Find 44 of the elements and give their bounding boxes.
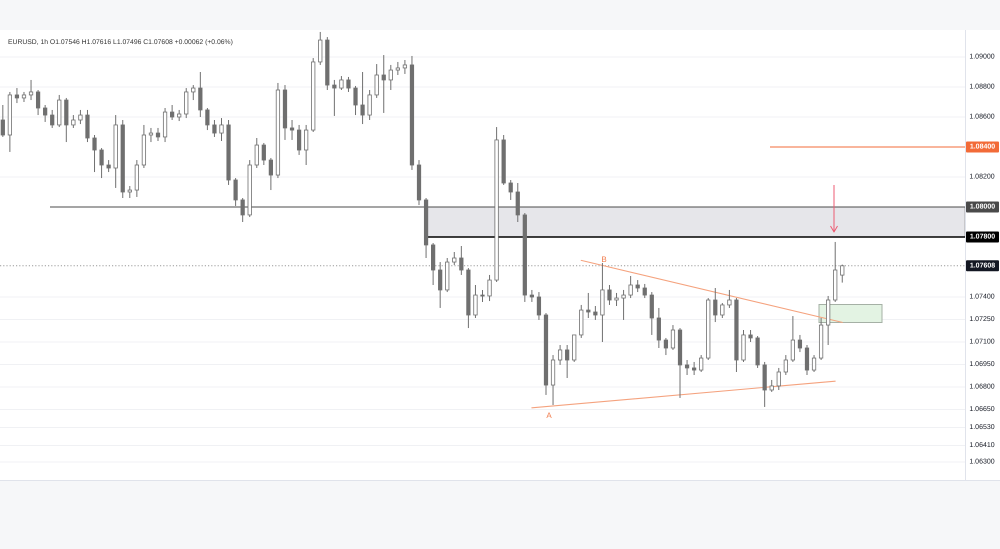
candlestick [382, 54, 386, 114]
candlestick [304, 124, 308, 166]
candlestick [550, 354, 556, 406]
annotation: B [601, 255, 607, 264]
candlestick [148, 127, 154, 143]
candlestick [416, 160, 422, 206]
candlestick [114, 114, 118, 188]
candlestick [516, 182, 520, 222]
candlestick [600, 262, 605, 342]
candlestick [134, 160, 139, 198]
candlestick [614, 292, 619, 306]
candlestick [438, 262, 442, 308]
candlestick [402, 60, 408, 74]
candlestick [459, 246, 464, 276]
candlestick [593, 306, 598, 320]
candlestick [692, 361, 696, 376]
candlestick [684, 360, 690, 376]
candlestick [656, 307, 661, 348]
candlestick [120, 120, 125, 198]
candlestick [290, 120, 294, 140]
candlestick [296, 124, 302, 156]
candlestick [219, 118, 224, 142]
candlestick [332, 79, 336, 116]
candlestick [226, 120, 231, 186]
candlestick [368, 90, 372, 120]
annotation: A [546, 411, 552, 420]
candlestick [558, 344, 562, 366]
candlestick [360, 72, 365, 125]
candlestick [530, 289, 534, 302]
candlestick [487, 274, 492, 302]
candlestick [565, 344, 570, 378]
candlestick [282, 84, 288, 140]
candlestick [586, 292, 590, 318]
candlestick [14, 88, 20, 104]
candlestick [607, 284, 612, 306]
candlestick [198, 72, 202, 118]
candlestick [621, 289, 626, 320]
candlestick [480, 289, 485, 302]
candlestick [713, 288, 718, 323]
candlestick [396, 61, 400, 76]
candlestick [28, 79, 34, 101]
candlestick [536, 292, 542, 320]
candlestick [410, 55, 414, 170]
candlestick [388, 64, 393, 90]
